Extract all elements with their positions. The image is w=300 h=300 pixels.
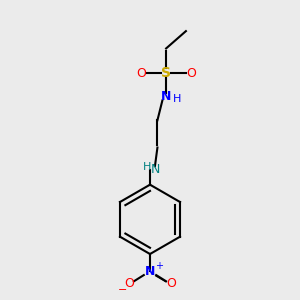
Text: O: O	[186, 67, 196, 80]
Text: O: O	[124, 277, 134, 290]
Text: O: O	[136, 67, 146, 80]
Text: +: +	[155, 261, 163, 272]
Text: N: N	[150, 163, 160, 176]
Text: H: H	[173, 94, 182, 104]
Text: −: −	[118, 285, 128, 295]
Text: S: S	[161, 66, 171, 80]
Text: N: N	[161, 90, 171, 103]
Text: N: N	[145, 265, 155, 278]
Text: O: O	[166, 277, 176, 290]
Text: H: H	[143, 162, 152, 172]
